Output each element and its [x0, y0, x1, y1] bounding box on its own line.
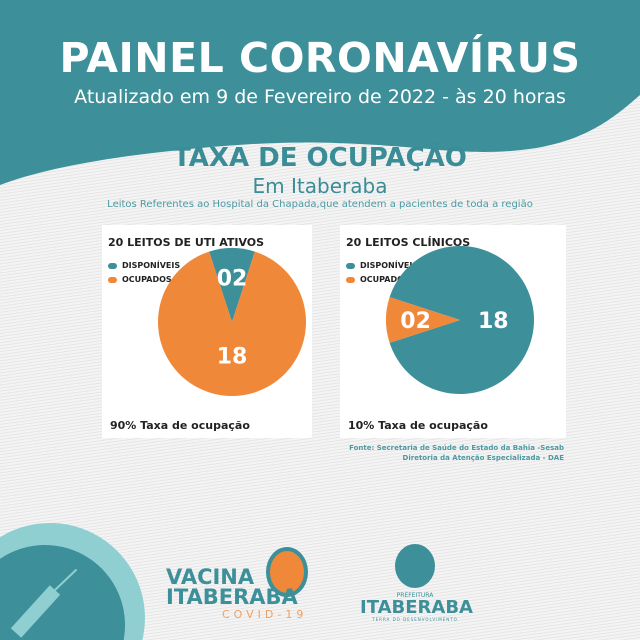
city-seal-icon — [395, 544, 435, 588]
pie-slice-disponveis — [209, 248, 255, 322]
uti-chart-card: 20 LEITOS DE UTI ATIVOS DISPONÍVEIS OCUP… — [102, 225, 312, 438]
updated-text: Atualizado em 9 de Fevereiro de 2022 - à… — [74, 86, 566, 108]
chart-title: 20 LEITOS DE UTI ATIVOS — [108, 236, 265, 249]
legend-swatch — [108, 276, 117, 283]
legend-item-disponiveis: DISPONÍVEIS — [346, 261, 418, 270]
section-title: TAXA DE OCUPAÇÃO — [173, 143, 467, 173]
legend-swatch — [346, 276, 355, 283]
source-line-2: Diretoria da Atenção Especializada - DAE — [402, 454, 564, 462]
page-title: PAINEL CORONAVÍRUS — [59, 34, 581, 82]
header-wave — [0, 0, 640, 185]
syringe-icon — [10, 569, 77, 638]
pie-data-label: 18 — [217, 344, 248, 369]
legend-label: OCUPADOS — [360, 275, 410, 284]
legend-item-ocupados: OCUPADOS — [108, 275, 172, 284]
vacina-logo-line-3: COVID-19 — [222, 608, 308, 621]
vaccine-icon — [266, 547, 308, 597]
legend-swatch — [346, 262, 355, 269]
occupancy-rate: 90% Taxa de ocupação — [110, 419, 250, 432]
source-line-1: Fonte: Secretaria de Saúde do Estado da … — [349, 444, 564, 452]
vacina-logo-line-1: VACINA — [166, 565, 255, 589]
legend-label: DISPONÍVEIS — [122, 261, 181, 270]
pie-slice-ocupados — [158, 251, 307, 397]
legend-item-disponiveis: DISPONÍVEIS — [108, 261, 180, 270]
prefeitura-itaberaba-logo: PREFEITURA ITABERABA TERRA DO DESENVOLVI… — [360, 544, 473, 622]
pie-slice-disponveis — [389, 246, 534, 394]
pie-data-label: 02 — [217, 267, 248, 292]
prefeitura-logo-line-1: PREFEITURA — [396, 592, 434, 599]
legend-item-ocupados: OCUPADOS — [346, 275, 410, 284]
clinicos-chart-card: 20 LEITOS CLÍNICOS DISPONÍVEIS OCUPADOS … — [340, 225, 566, 438]
prefeitura-logo-line-3: TERRA DO DESENVOLVIMENTO — [372, 617, 458, 622]
section-subtitle: Em Itaberaba — [252, 174, 388, 198]
section-note: Leitos Referentes ao Hospital da Chapada… — [107, 199, 533, 210]
legend-label: DISPONÍVEIS — [360, 261, 419, 270]
pie-slice-ocupados — [386, 297, 460, 343]
chart-title: 20 LEITOS CLÍNICOS — [346, 236, 471, 249]
legend-swatch — [108, 262, 117, 269]
source-note: Fonte: Secretaria de Saúde do Estado da … — [349, 443, 564, 463]
occupancy-rate: 10% Taxa de ocupação — [348, 419, 488, 432]
legend-label: OCUPADOS — [122, 275, 172, 284]
pie-data-label: 18 — [478, 309, 509, 334]
prefeitura-logo-line-2: ITABERABA — [360, 597, 473, 618]
uti-pie: 02 18 — [158, 248, 307, 397]
vacina-logo-line-2: ITABERABA — [166, 585, 298, 609]
pie-data-label: 02 — [400, 309, 431, 334]
